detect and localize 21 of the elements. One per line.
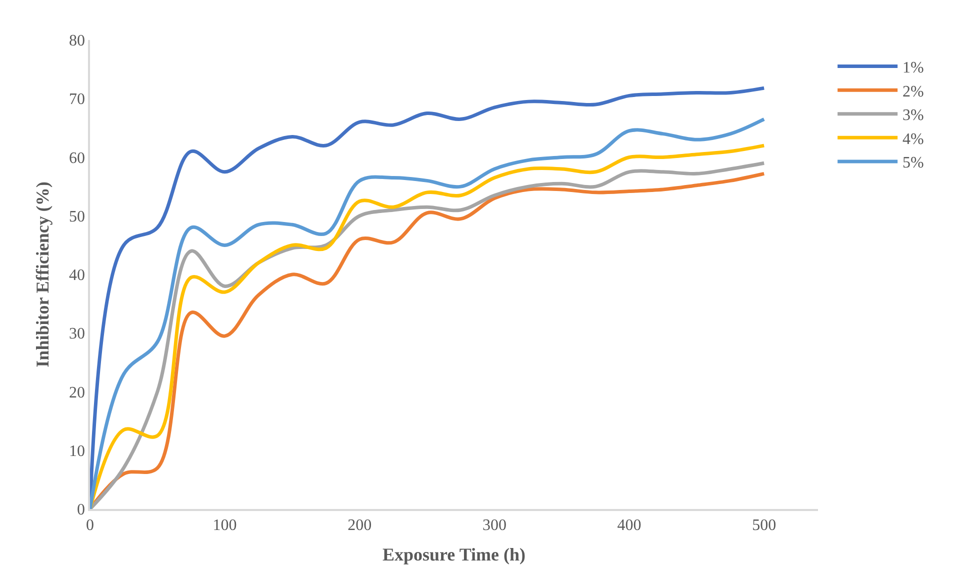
- y-tick-label: 40: [69, 267, 86, 284]
- legend-label: 1%: [902, 60, 924, 77]
- x-tick-label: 500: [752, 516, 776, 534]
- x-tick-label: 100: [212, 516, 237, 534]
- legend-label: 2%: [902, 83, 924, 100]
- y-tick-label: 10: [69, 442, 86, 460]
- x-axis-title: Exposure Time (h): [382, 544, 526, 565]
- y-tick-label: 0: [77, 502, 86, 519]
- y-tick-label: 30: [69, 326, 86, 343]
- x-tick-label: 200: [348, 516, 372, 534]
- y-tick-label: 60: [69, 150, 86, 167]
- y-tick-label: 20: [69, 384, 86, 402]
- y-tick-label: 70: [69, 91, 86, 108]
- legend-label: 4%: [902, 130, 924, 148]
- legend-label: 3%: [902, 107, 924, 124]
- x-tick-label: 400: [617, 516, 642, 534]
- x-tick-label: 300: [482, 516, 506, 534]
- y-tick-label: 50: [69, 208, 86, 226]
- legend-label: 5%: [902, 154, 924, 172]
- y-tick-label: 80: [69, 32, 86, 50]
- y-axis-title: Inhibitor Efficiency (%): [32, 182, 53, 368]
